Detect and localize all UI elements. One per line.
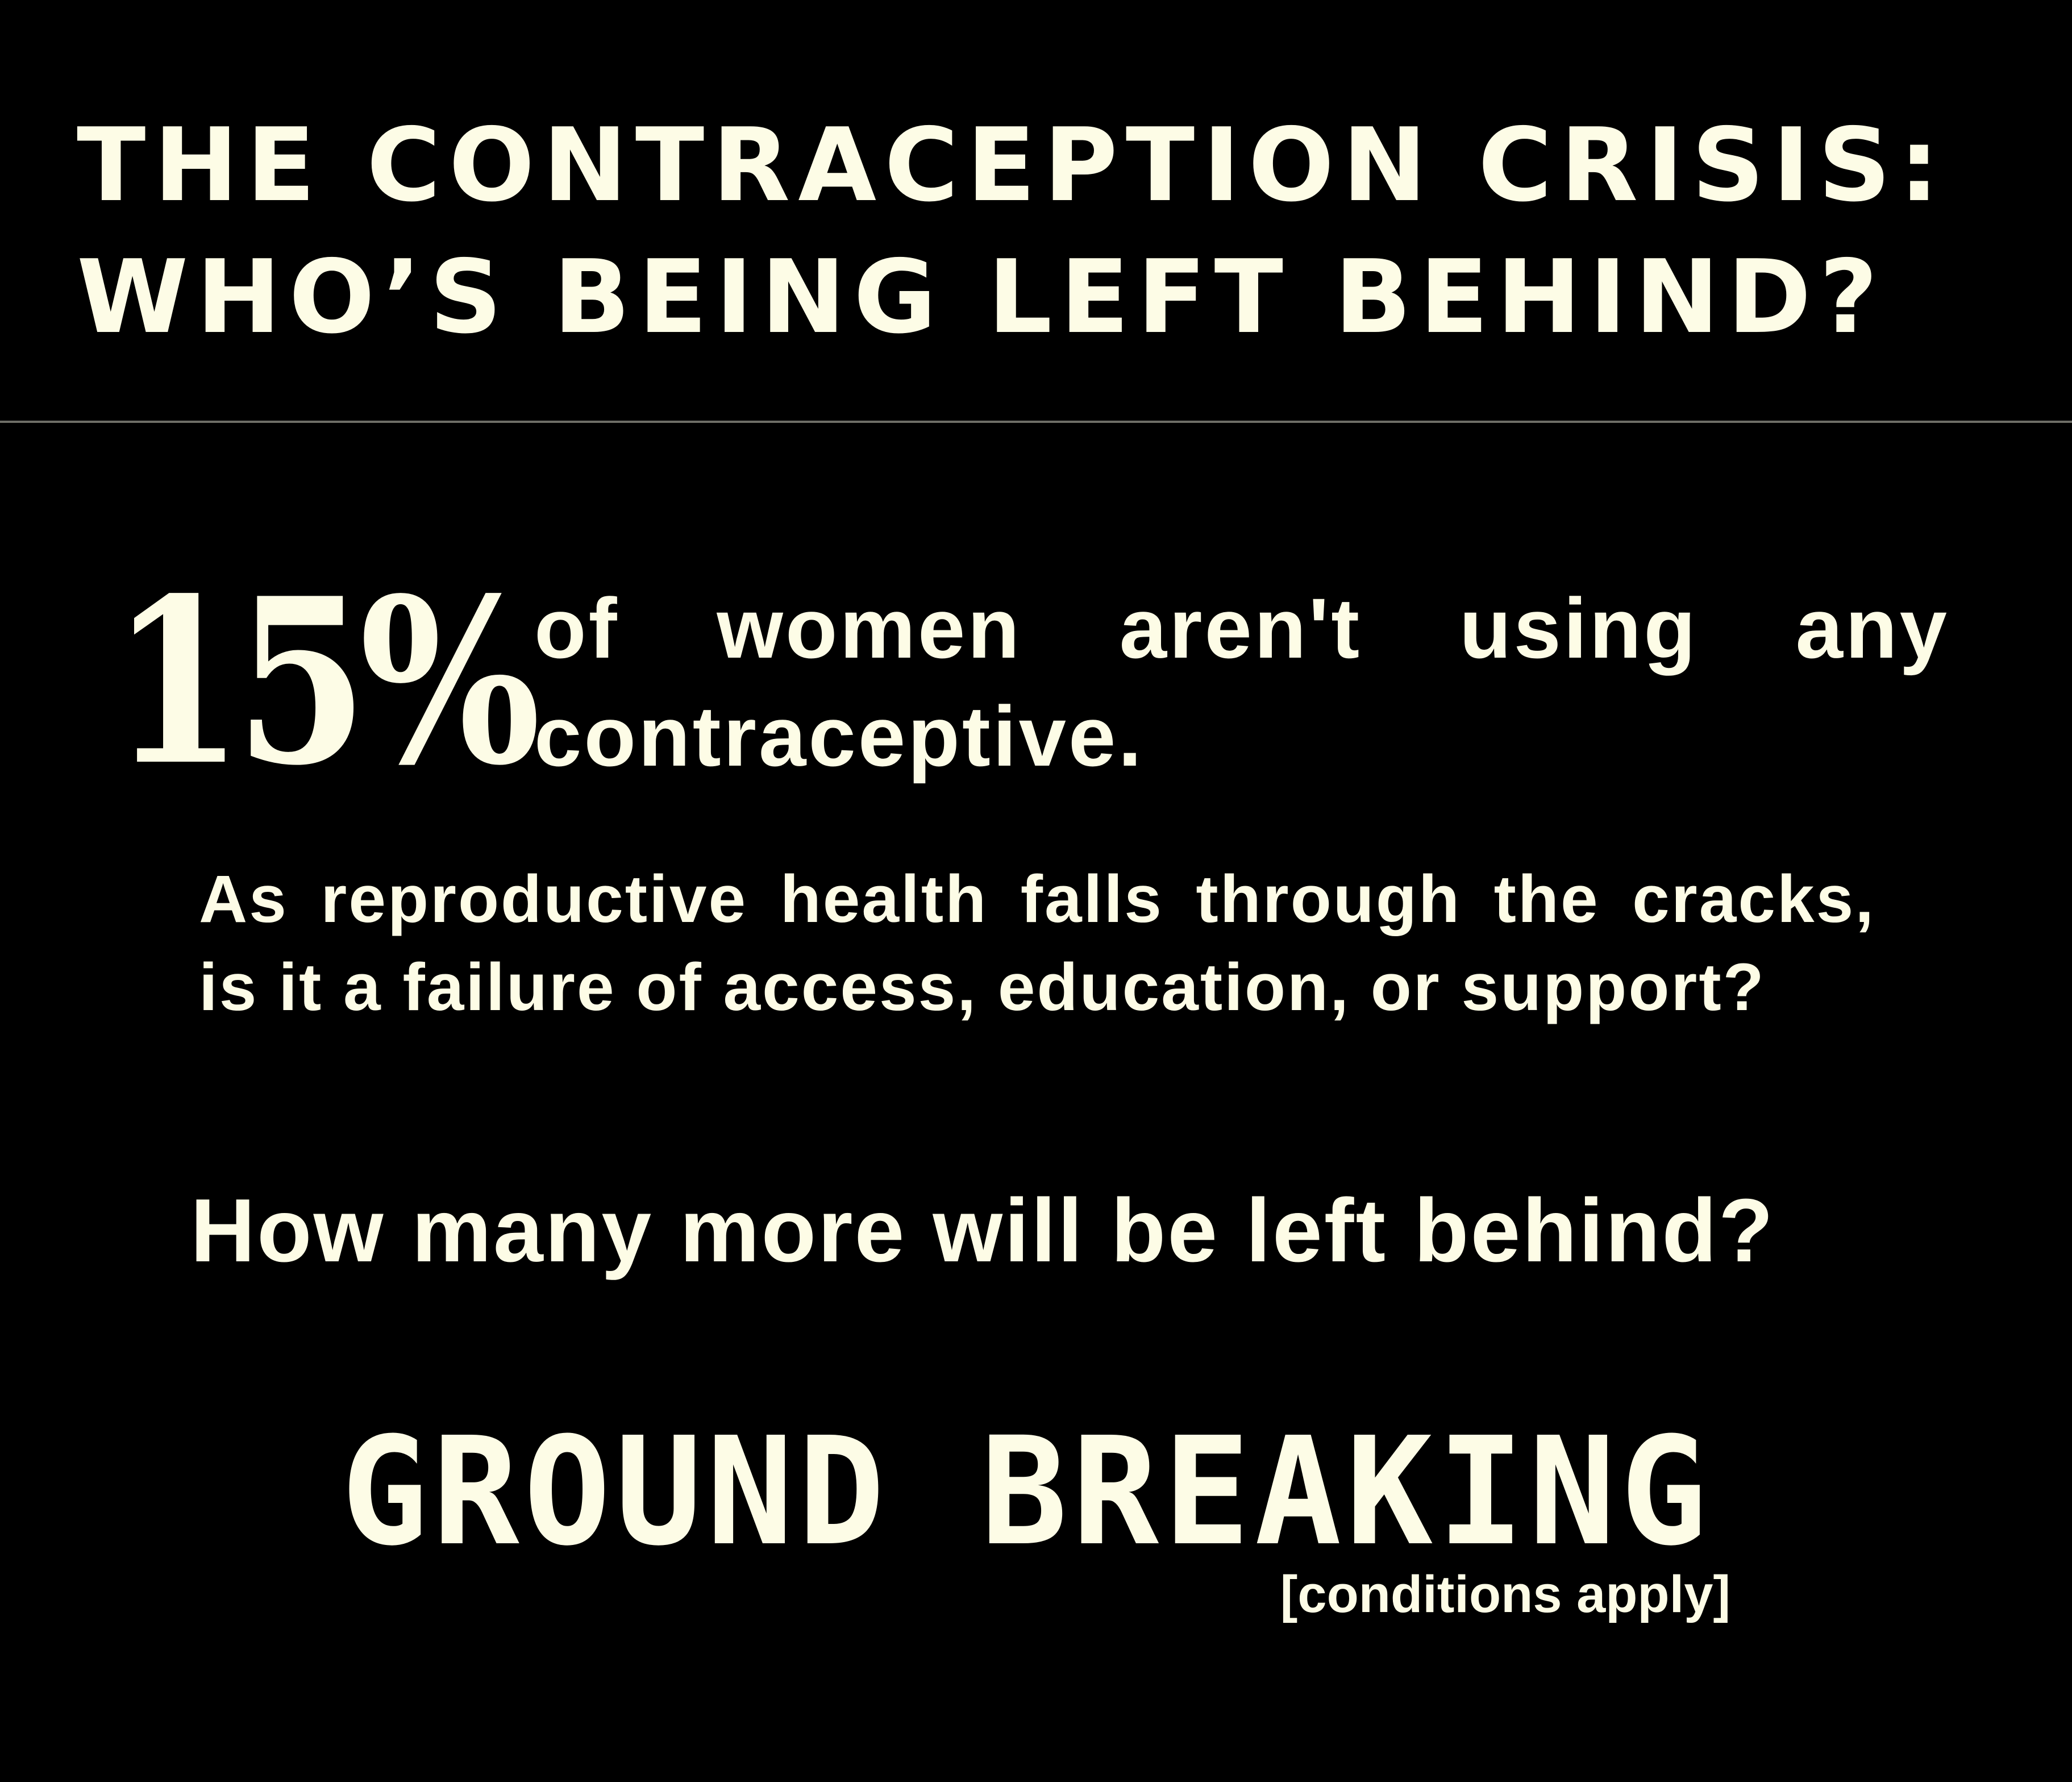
brand-tagline: [conditions apply]: [1280, 1565, 1730, 1623]
title-line-1: THE CONTRACEPTION CRISIS:: [77, 106, 1948, 224]
body-paragraph: As reproductive health falls through the…: [199, 862, 1875, 1025]
stat-percentage: 15%: [111, 549, 541, 816]
page-title: THE CONTRACEPTION CRISIS: WHO’S BEING LE…: [77, 99, 2020, 363]
brand-logo: GROUND BREAKING: [341, 1405, 1712, 1579]
title-line-2: WHO’S BEING LEFT BEHIND?: [77, 238, 1886, 356]
section-divider: [0, 421, 2072, 423]
stat-description: of women aren't using any contraceptive.: [534, 580, 1949, 784]
closing-question: How many more will be left behind?: [190, 1181, 1775, 1281]
